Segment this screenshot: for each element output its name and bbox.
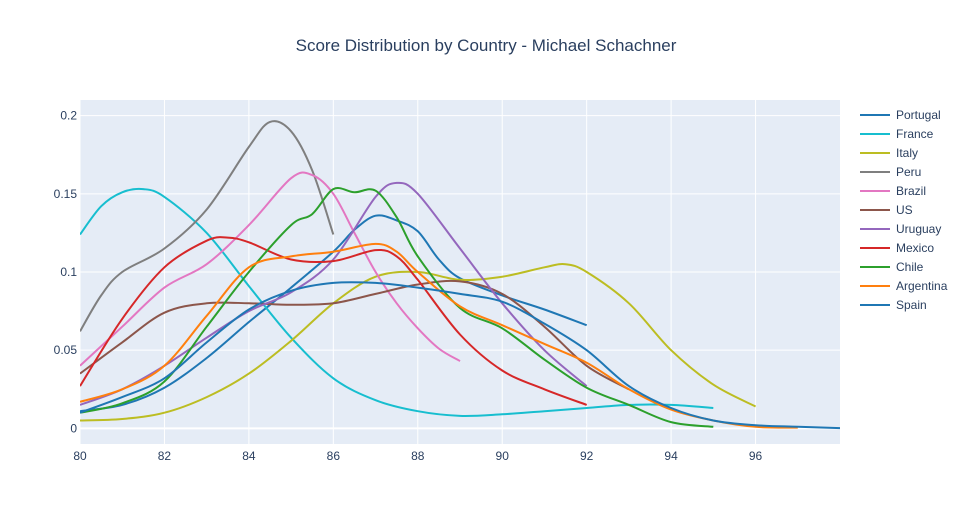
series-lines — [80, 120, 840, 430]
legend-label: Italy — [896, 146, 918, 160]
legend-label: Argentina — [896, 279, 948, 293]
legend-label: Mexico — [896, 241, 934, 255]
legend-item-uruguay[interactable]: Uruguay — [860, 222, 941, 236]
legend-item-portugal[interactable]: Portugal — [860, 108, 941, 122]
legend-item-mexico[interactable]: Mexico — [860, 241, 934, 255]
series-line-us[interactable] — [80, 279, 630, 391]
y-tick-label: 0 — [70, 421, 77, 435]
x-tick-label: 94 — [664, 449, 678, 463]
x-tick-label: 92 — [580, 449, 594, 463]
x-tick-label: 88 — [411, 449, 425, 463]
x-tick-label: 96 — [749, 449, 763, 463]
x-tick-label: 80 — [73, 449, 87, 463]
legend-item-argentina[interactable]: Argentina — [860, 279, 948, 293]
legend-item-brazil[interactable]: Brazil — [860, 184, 926, 198]
y-tick-label: 0.2 — [60, 109, 77, 123]
y-tick-label: 0.15 — [54, 187, 78, 201]
legend-label: Portugal — [896, 108, 941, 122]
series-line-argentina[interactable] — [80, 242, 798, 429]
legend-item-france[interactable]: France — [860, 127, 934, 141]
legend-label: US — [896, 203, 913, 217]
series-line-spain[interactable] — [80, 281, 840, 430]
x-tick-label: 82 — [158, 449, 172, 463]
legend-label: Spain — [896, 298, 927, 312]
axis-ticks: 80 82 84 86 88 90 92 94 96 0 0.05 0.1 0.15 0.2 — [54, 109, 763, 463]
chart-title: Score Distribution by Country - Michael … — [296, 36, 677, 55]
series-line-portugal[interactable] — [80, 214, 588, 413]
legend-label: Peru — [896, 165, 921, 179]
series-line-brazil[interactable] — [80, 171, 461, 367]
y-tick-label: 0.1 — [60, 265, 77, 279]
legend-item-peru[interactable]: Peru — [860, 165, 921, 179]
series-line-peru[interactable] — [80, 120, 335, 332]
legend-item-us[interactable]: US — [860, 203, 913, 217]
legend-item-chile[interactable]: Chile — [860, 260, 924, 274]
series-line-mexico[interactable] — [80, 236, 588, 406]
series-line-chile[interactable] — [80, 187, 714, 428]
legend-label: Chile — [896, 260, 924, 274]
legend-label: Brazil — [896, 184, 926, 198]
legend[interactable]: Portugal France Italy Peru Brazil US Uruguay Me… — [860, 108, 948, 312]
series-line-france[interactable] — [80, 187, 714, 418]
legend-item-spain[interactable]: Spain — [860, 298, 927, 312]
y-tick-label: 0.05 — [54, 343, 78, 357]
legend-label: France — [896, 127, 934, 141]
x-tick-label: 90 — [496, 449, 510, 463]
x-tick-label: 84 — [242, 449, 256, 463]
legend-label: Uruguay — [896, 222, 941, 236]
series-line-italy[interactable] — [80, 263, 757, 422]
series-line-uruguay[interactable] — [80, 181, 588, 406]
x-tick-label: 86 — [327, 449, 341, 463]
legend-item-italy[interactable]: Italy — [860, 146, 918, 160]
